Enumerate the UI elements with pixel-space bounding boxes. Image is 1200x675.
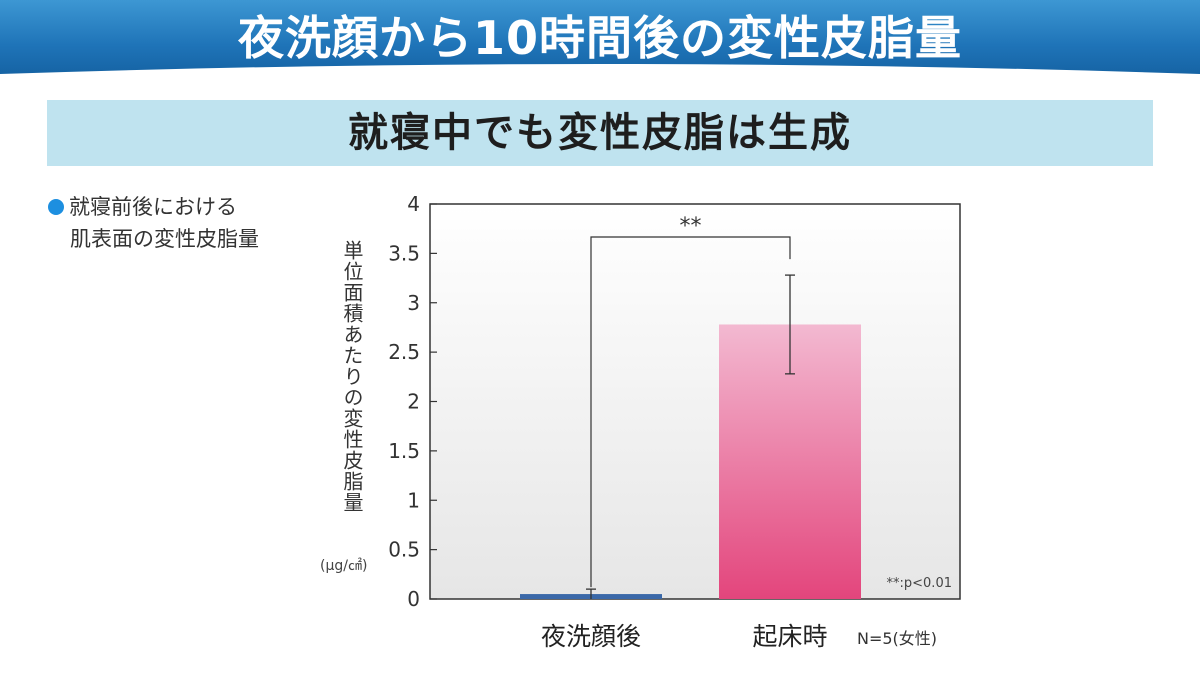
p-value-note: **:p<0.01 [887, 576, 952, 591]
y-tick-label: 0 [407, 587, 420, 611]
caption-line-1: 就寝前後における [69, 195, 237, 219]
header-curve-decoration [0, 64, 1200, 90]
header-bar: 夜洗顔から10時間後の変性皮脂量 [0, 0, 1200, 90]
y-tick-label: 4 [407, 192, 420, 216]
subtitle: 就寝中でも変性皮脂は生成 [348, 110, 852, 156]
bullet-icon [48, 199, 64, 215]
caption-line-2: 肌表面の変性皮脂量 [70, 227, 259, 251]
y-tick-label: 1 [407, 488, 420, 512]
plot-area [429, 203, 961, 600]
sample-size-note: N=5(女性) [857, 629, 938, 648]
significance-bracket [590, 236, 791, 588]
subtitle-band: 就寝中でも変性皮脂は生成 [47, 100, 1153, 166]
y-tick-label: 3.5 [388, 241, 420, 265]
y-tick-label: 1.5 [388, 439, 420, 463]
x-tick-label-1: 起床時 [752, 622, 827, 651]
y-axis-unit: (μg/㎠) [320, 558, 368, 574]
chart-caption: 就寝前後における 肌表面の変性皮脂量 [48, 191, 328, 255]
page-title: 夜洗顔から10時間後の変性皮脂量 [237, 11, 962, 65]
significance-label: ** [680, 214, 702, 239]
y-tick-label: 3 [407, 291, 420, 315]
y-tick-label: 0.5 [388, 538, 420, 562]
y-axis-label: 単位面積あたりの変性皮脂量 [340, 240, 364, 513]
x-tick-label-0: 夜洗顔後 [541, 622, 641, 651]
y-tick-label: 2.5 [388, 340, 420, 364]
y-tick-label: 2 [407, 390, 420, 414]
